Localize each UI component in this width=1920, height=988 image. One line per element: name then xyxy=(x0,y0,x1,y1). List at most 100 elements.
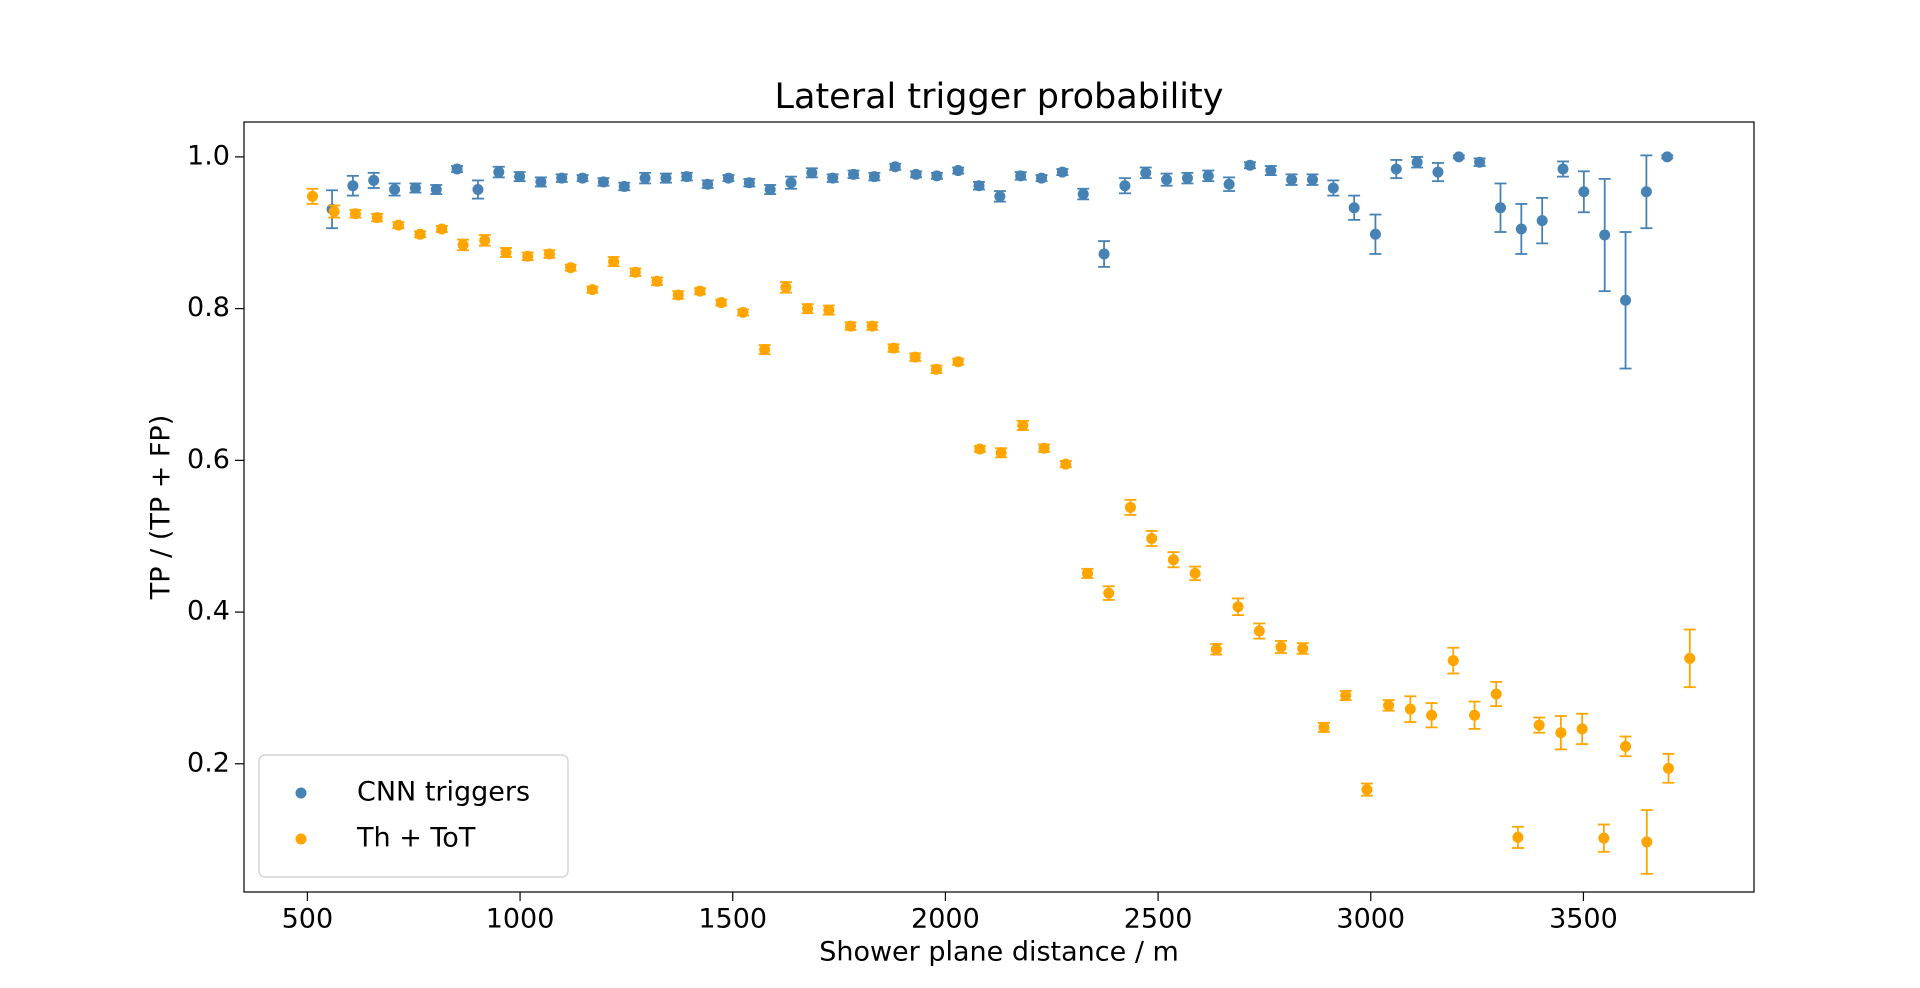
point xyxy=(500,246,512,258)
point xyxy=(660,172,672,184)
point xyxy=(1340,690,1352,702)
point xyxy=(1447,655,1459,667)
chart-title: Lateral trigger probability xyxy=(775,77,1224,117)
point xyxy=(974,443,986,455)
point xyxy=(1576,723,1588,735)
point xyxy=(1684,652,1696,664)
legend-label: Th + ToT xyxy=(356,823,476,854)
point xyxy=(909,351,921,363)
point xyxy=(764,184,776,196)
point xyxy=(493,166,505,178)
point xyxy=(1469,709,1481,721)
point xyxy=(1223,178,1235,190)
point xyxy=(743,177,755,189)
point xyxy=(1348,202,1360,214)
point xyxy=(522,250,534,262)
x-tick-label: 2500 xyxy=(1124,904,1193,935)
point xyxy=(618,180,630,192)
point xyxy=(1275,641,1287,653)
point xyxy=(1015,170,1027,182)
point xyxy=(759,344,771,356)
point xyxy=(681,171,693,183)
point xyxy=(889,161,901,173)
point xyxy=(514,171,526,183)
point xyxy=(1494,202,1506,214)
point xyxy=(1181,172,1193,184)
point xyxy=(479,234,491,246)
point xyxy=(1038,442,1050,454)
point xyxy=(556,172,568,184)
legend-marker xyxy=(295,833,307,845)
point xyxy=(1432,166,1444,178)
point xyxy=(1244,159,1256,171)
point xyxy=(1327,182,1339,194)
point xyxy=(414,228,426,240)
point xyxy=(1161,174,1173,186)
point xyxy=(1103,587,1115,599)
x-tick-label: 1500 xyxy=(698,904,767,935)
point xyxy=(1490,688,1502,700)
point xyxy=(1555,727,1567,739)
point xyxy=(737,306,749,318)
point xyxy=(994,190,1006,202)
point xyxy=(430,184,442,196)
point xyxy=(639,172,651,184)
point xyxy=(866,320,878,332)
point xyxy=(1426,709,1438,721)
point xyxy=(1536,215,1548,227)
point xyxy=(702,178,714,190)
point xyxy=(577,172,589,184)
point xyxy=(827,172,839,184)
point xyxy=(1383,699,1395,711)
point xyxy=(1453,151,1465,163)
point xyxy=(451,163,463,175)
y-tick-label: 1.0 xyxy=(187,140,230,171)
point xyxy=(1017,419,1029,431)
point xyxy=(1411,156,1423,168)
point xyxy=(608,256,620,268)
point xyxy=(785,177,797,189)
point xyxy=(1318,721,1330,733)
point xyxy=(651,275,663,287)
legend-label: CNN triggers xyxy=(357,777,530,808)
point xyxy=(715,297,727,309)
point xyxy=(328,206,340,218)
point xyxy=(995,447,1007,459)
point xyxy=(1661,151,1673,163)
x-tick-label: 1000 xyxy=(486,904,555,935)
point xyxy=(888,342,900,354)
point xyxy=(1515,223,1527,235)
point xyxy=(1306,174,1318,186)
point xyxy=(973,180,985,192)
point xyxy=(845,320,857,332)
point xyxy=(1641,836,1653,848)
x-tick-label: 3500 xyxy=(1549,904,1618,935)
point xyxy=(1599,229,1611,241)
point xyxy=(1060,458,1072,470)
point xyxy=(1124,501,1136,513)
point xyxy=(806,167,818,179)
point xyxy=(910,168,922,180)
y-axis-label: TP / (TP + FP) xyxy=(146,415,177,600)
point xyxy=(1167,554,1179,566)
y-tick-label: 0.6 xyxy=(187,444,230,475)
point xyxy=(1253,625,1265,637)
y-tick-label: 0.8 xyxy=(187,292,230,323)
point xyxy=(1598,832,1610,844)
point xyxy=(1297,642,1309,654)
point xyxy=(347,180,359,192)
point xyxy=(629,266,641,278)
point xyxy=(1232,601,1244,613)
point xyxy=(543,248,555,260)
point xyxy=(1202,170,1214,182)
point xyxy=(722,172,734,184)
point xyxy=(1512,831,1524,843)
point xyxy=(565,262,577,274)
point xyxy=(371,212,383,224)
point xyxy=(1404,703,1416,715)
point xyxy=(780,281,792,293)
point xyxy=(586,284,598,296)
x-axis-label: Shower plane distance / m xyxy=(819,937,1179,968)
